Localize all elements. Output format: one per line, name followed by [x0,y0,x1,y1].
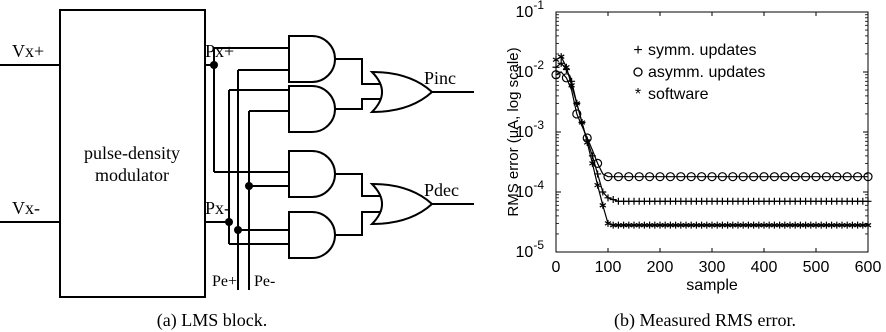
y-tick-label: 10-5 [516,238,545,261]
px-plus-label: Px+ [205,41,234,61]
data-point [811,172,821,182]
pdec-label: Pdec [424,180,459,200]
data-point [583,138,591,146]
data-point [717,172,728,182]
pinc-label: Pinc [424,68,456,88]
data-point [790,172,800,182]
data-point [609,196,617,204]
x-axis-label: sample [686,277,738,294]
data-point [578,118,586,126]
data-point [599,188,607,196]
vx-minus-label: Vx- [12,198,40,218]
data-point [655,172,665,182]
x-tick-label: 300 [699,259,726,276]
data-point [557,53,565,61]
data-point [552,63,560,71]
x-tick-label: 500 [803,259,830,276]
px-minus-junction [225,218,233,226]
pe-plus-junction [234,226,242,234]
caption-a: (a) LMS block. [157,310,267,331]
data-point [728,172,738,182]
and1-to-or1 [335,58,382,85]
legend-marker-symm: + [633,42,642,59]
data-point [594,181,601,189]
data-point [634,172,644,182]
pe-plus-label: Pe+ [212,273,237,290]
data-point [821,172,832,182]
data-point [852,172,863,182]
data-point [573,99,581,107]
x-axis-ticks: 0 100 200 300 400 500 600 [552,12,882,276]
pe-minus-junction [245,182,253,190]
x-tick-label: 600 [855,259,882,276]
legend-label-software: software [648,86,709,103]
data-point [603,172,613,182]
data-point [864,221,872,229]
legend-box [630,38,780,108]
or-gate-inc [369,70,434,114]
x-tick-label: 400 [751,259,778,276]
data-point [707,172,717,182]
data-point [551,70,561,80]
lms-block-diagram: pulse-density modulator Vx+ Vx- Px+ Px- … [0,9,474,331]
series-2 [552,53,872,229]
legend-label-symm: symm. updates [648,42,756,59]
data-point [832,172,842,182]
modulator-box [59,9,206,298]
rms-error-chart: 0 100 200 300 400 500 600 10-510-410-310-210-1… [505,0,881,331]
vx-plus-label: Vx+ [12,41,44,61]
caption-b: (b) Measured RMS error. [614,310,796,331]
data-point [568,81,575,89]
data-point [599,201,607,209]
px-minus-label: Px- [205,198,230,218]
data-point [842,172,852,182]
y-tick-label: 10-1 [516,0,545,21]
and4-to-or2 [335,211,382,236]
data-point [863,172,873,182]
data-point [604,194,612,202]
and-gate-4 [288,211,336,259]
data-point [769,172,780,182]
data-point [759,172,769,182]
data-point [686,172,696,182]
data-point [644,172,655,182]
legend: + symm. updates asymm. updates * softwar… [630,38,780,108]
data-point [604,219,612,227]
x-tick-label: 0 [552,259,561,276]
legend-marker-software: * [635,86,641,103]
data-point [748,172,759,182]
data-point [563,63,570,71]
legend-label-asymm: asymm. updates [648,64,765,81]
and-gate-2 [288,85,336,133]
data-point [613,172,624,182]
modulator-label-line1: pulse-density [84,143,180,163]
data-point [676,172,686,182]
y-axis-label: RMS error (uA, log scale) [505,47,522,216]
data-point [552,56,560,64]
series-layer [551,53,873,229]
data-point [696,172,707,182]
data-point [665,172,676,182]
data-point [780,172,790,182]
x-tick-label: 100 [595,259,622,276]
data-point [624,172,634,182]
data-point [738,172,748,182]
and-gate-1 [288,35,336,83]
data-point [589,159,596,167]
and2-to-or1 [335,98,382,110]
data-point [557,59,565,67]
data-point [864,197,872,205]
pe-minus-label: Pe- [254,273,275,290]
data-point [561,73,572,83]
x-tick-label: 200 [647,259,674,276]
data-point [572,109,582,119]
modulator-label-line2: modulator [95,165,169,185]
and3-to-or2 [335,173,382,197]
data-point [800,172,811,182]
or-gate-dec [369,182,434,226]
and-gate-3 [288,150,336,198]
legend-marker-asymm [633,67,643,77]
